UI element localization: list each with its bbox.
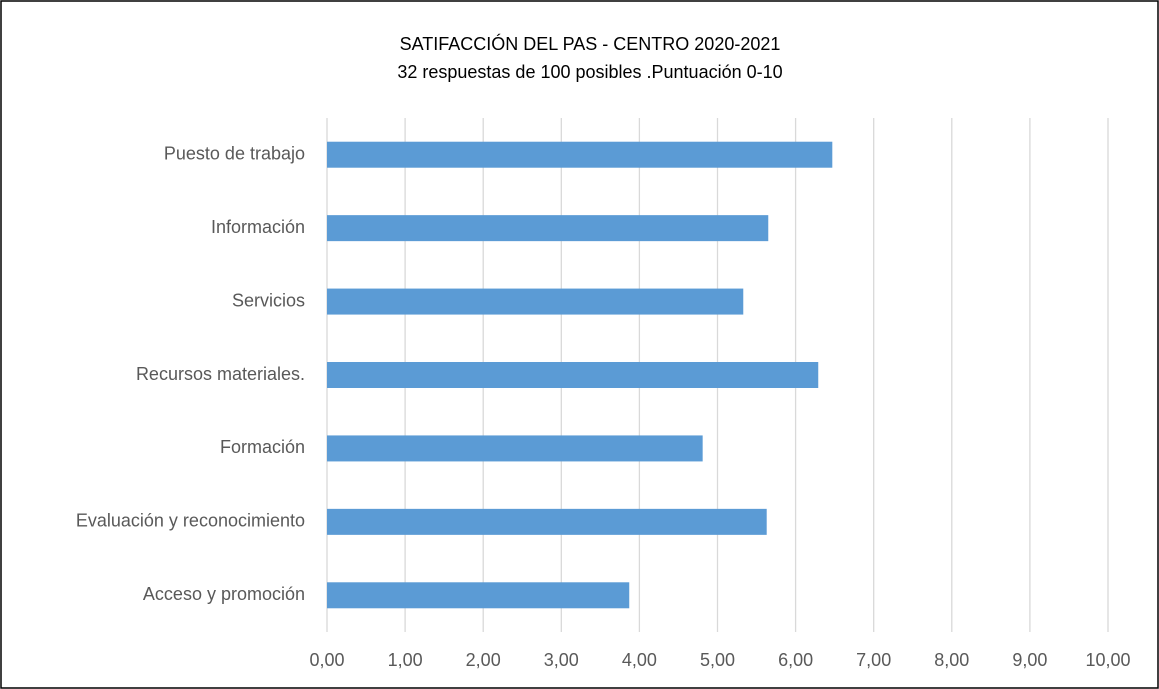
x-tick-label: 5,00	[700, 650, 735, 670]
y-tick-label: Evaluación y reconocimiento	[76, 511, 305, 531]
bar	[327, 508, 767, 535]
x-tick-label: 3,00	[544, 650, 579, 670]
chart-subtitle: 32 respuestas de 100 posibles .Puntuació…	[397, 62, 782, 82]
bar	[327, 288, 744, 315]
y-tick-label: Información	[211, 217, 305, 237]
x-tick-label: 9,00	[1012, 650, 1047, 670]
bar	[327, 141, 833, 168]
y-tick-label: Formación	[220, 437, 305, 457]
x-tick-label: 7,00	[856, 650, 891, 670]
y-tick-label: Servicios	[232, 290, 305, 310]
y-tick-label: Recursos materiales.	[136, 364, 305, 384]
x-tick-label: 1,00	[388, 650, 423, 670]
x-tick-label: 4,00	[622, 650, 657, 670]
bar	[327, 215, 769, 242]
bar	[327, 362, 819, 388]
x-tick-label: 10,00	[1085, 650, 1130, 670]
x-tick-label: 8,00	[934, 650, 969, 670]
x-tick-label: 0,00	[309, 650, 344, 670]
y-tick-label: Puesto de trabajo	[164, 143, 305, 163]
x-tick-label: 2,00	[466, 650, 501, 670]
bar	[327, 435, 703, 462]
chart-title: SATIFACCIÓN DEL PAS - CENTRO 2020-2021	[400, 33, 781, 54]
bar	[327, 582, 630, 609]
x-tick-label: 6,00	[778, 650, 813, 670]
y-tick-label: Acceso y promoción	[143, 584, 305, 604]
